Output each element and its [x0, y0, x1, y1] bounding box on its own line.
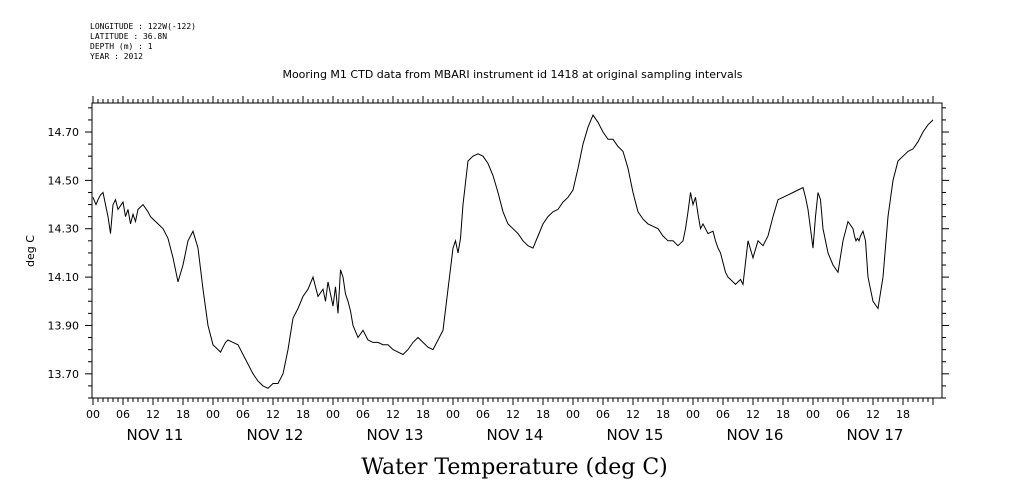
hour-tick-label: 12 [266, 408, 280, 421]
hour-tick-label: 12 [626, 408, 640, 421]
metadata-block: LONGITUDE : 122W(-122) LATITUDE : 36.8N … [90, 22, 196, 62]
day-label: NOV 16 [727, 426, 784, 444]
hour-tick-label: 06 [356, 408, 370, 421]
temperature-series-line [92, 114, 934, 389]
hour-tick-label: 06 [476, 408, 490, 421]
hour-tick-label: 18 [776, 408, 790, 421]
y-axis-label: deg C [24, 235, 37, 267]
y-tick-label: 14.10 [48, 271, 80, 284]
hour-tick-label: 00 [806, 408, 820, 421]
longitude-label: LONGITUDE : 122W(-122) [90, 22, 196, 31]
plot-frame [91, 102, 943, 399]
hour-tick-label: 00 [326, 408, 340, 421]
hour-tick-label: 00 [446, 408, 460, 421]
y-tick-label: 14.50 [48, 174, 80, 187]
y-tick-label: 13.70 [48, 368, 80, 381]
hour-tick-label: 00 [206, 408, 220, 421]
y-tick-label: 13.90 [48, 319, 80, 332]
hour-tick-label: 00 [86, 408, 100, 421]
hour-tick-label: 18 [536, 408, 550, 421]
x-axis-title: Water Temperature (deg C) [361, 455, 668, 480]
hour-tick-label: 12 [146, 408, 160, 421]
chart-title: Mooring M1 CTD data from MBARI instrumen… [282, 68, 743, 81]
year-label: YEAR : 2012 [90, 52, 143, 61]
hour-tick-label: 18 [176, 408, 190, 421]
hour-tick-label: 12 [386, 408, 400, 421]
day-label: NOV 14 [487, 426, 544, 444]
hour-tick-label: 12 [506, 408, 520, 421]
latitude-label: LATITUDE : 36.8N [90, 32, 168, 41]
hour-tick-label: 06 [836, 408, 850, 421]
hour-tick-label: 18 [896, 408, 910, 421]
hour-tick-label: 18 [416, 408, 430, 421]
hour-tick-label: 18 [296, 408, 310, 421]
hour-tick-label: 06 [236, 408, 250, 421]
day-label: NOV 17 [847, 426, 904, 444]
hour-tick-label: 00 [566, 408, 580, 421]
day-label: NOV 11 [127, 426, 184, 444]
day-label: NOV 12 [247, 426, 304, 444]
hour-tick-label: 12 [746, 408, 760, 421]
day-label: NOV 13 [367, 426, 424, 444]
hour-tick-label: 06 [596, 408, 610, 421]
y-tick-label: 14.30 [48, 223, 80, 236]
hour-tick-label: 12 [866, 408, 880, 421]
hour-tick-label: 06 [716, 408, 730, 421]
hour-tick-label: 18 [656, 408, 670, 421]
day-label: NOV 15 [607, 426, 664, 444]
y-tick-label: 14.70 [48, 126, 80, 139]
depth-label: DEPTH (m) : 1 [90, 42, 153, 51]
hour-tick-label: 06 [116, 408, 130, 421]
hour-tick-label: 00 [686, 408, 700, 421]
